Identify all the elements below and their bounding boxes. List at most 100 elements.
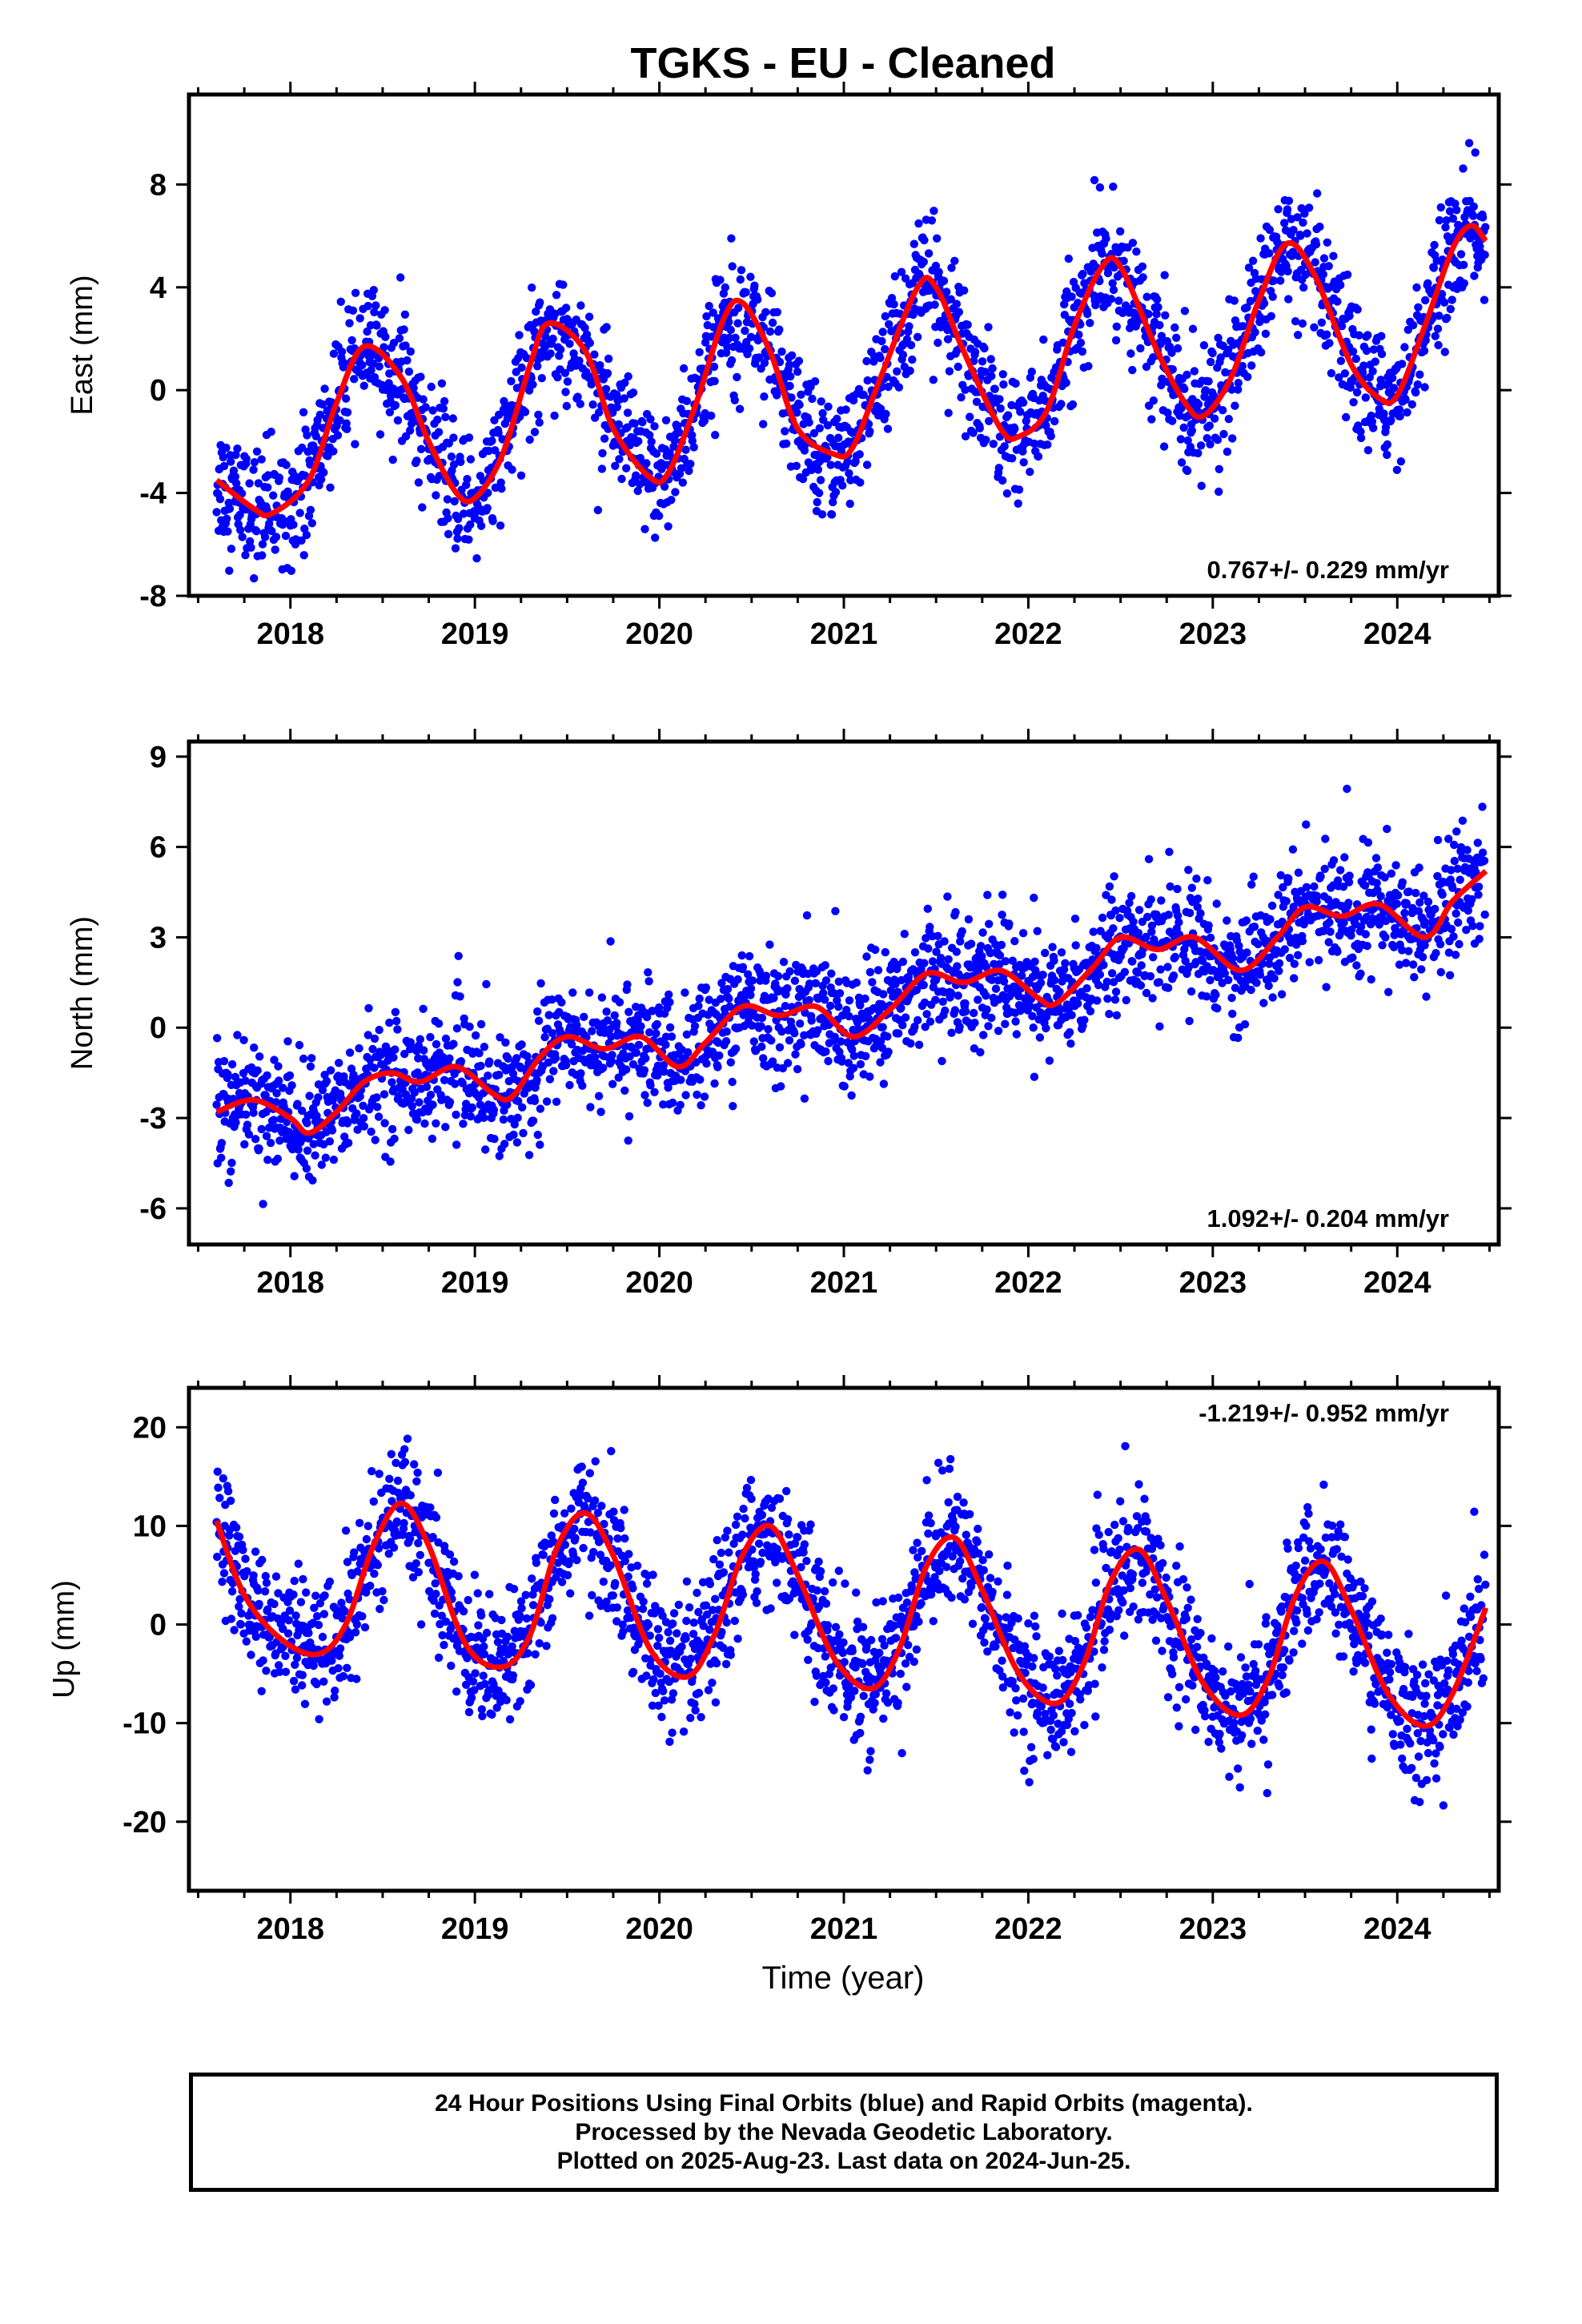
data-point bbox=[767, 288, 777, 298]
data-point bbox=[333, 431, 343, 440]
data-point bbox=[349, 1070, 358, 1080]
data-point bbox=[655, 512, 664, 521]
data-point bbox=[363, 1031, 372, 1039]
data-point bbox=[1180, 384, 1189, 393]
data-point bbox=[773, 971, 783, 981]
data-point bbox=[1242, 916, 1251, 925]
data-point bbox=[800, 1094, 809, 1104]
data-point bbox=[723, 984, 733, 994]
data-point bbox=[1277, 990, 1287, 999]
data-point bbox=[367, 1466, 376, 1476]
data-point bbox=[463, 475, 472, 484]
data-point bbox=[420, 1046, 428, 1055]
data-point bbox=[227, 1158, 236, 1168]
data-point bbox=[1367, 975, 1375, 984]
data-point bbox=[1199, 341, 1209, 350]
data-point bbox=[360, 1622, 370, 1632]
data-point bbox=[512, 1138, 522, 1147]
data-point bbox=[1298, 319, 1307, 328]
data-point bbox=[841, 405, 850, 414]
data-point bbox=[1187, 883, 1197, 892]
data-point bbox=[528, 1116, 538, 1125]
data-point bbox=[1154, 303, 1162, 312]
data-point bbox=[219, 1474, 227, 1483]
data-point bbox=[1212, 899, 1221, 908]
data-point bbox=[1035, 1033, 1045, 1042]
data-point bbox=[488, 436, 496, 445]
data-point bbox=[685, 466, 693, 476]
data-point bbox=[1122, 995, 1130, 1005]
data-point bbox=[614, 420, 623, 429]
data-point bbox=[1445, 971, 1455, 980]
data-point bbox=[652, 1029, 661, 1038]
data-point bbox=[213, 1034, 222, 1043]
data-point bbox=[334, 1664, 343, 1673]
data-point bbox=[757, 1022, 765, 1031]
data-point bbox=[404, 1125, 413, 1135]
data-point bbox=[944, 955, 953, 964]
data-point bbox=[456, 992, 464, 1001]
data-point bbox=[1369, 345, 1379, 354]
data-point bbox=[878, 1023, 887, 1031]
data-point bbox=[943, 892, 952, 901]
data-point bbox=[931, 261, 941, 271]
data-point bbox=[519, 1128, 528, 1138]
data-point bbox=[1041, 948, 1050, 958]
data-point bbox=[1419, 346, 1429, 356]
data-point bbox=[1146, 971, 1155, 981]
data-point bbox=[385, 1474, 394, 1483]
data-point bbox=[1383, 440, 1392, 449]
data-point bbox=[489, 1105, 499, 1115]
data-point bbox=[1275, 959, 1284, 968]
data-point bbox=[227, 1587, 237, 1596]
data-point bbox=[897, 1003, 905, 1012]
data-point bbox=[1362, 346, 1371, 356]
data-point bbox=[1476, 922, 1484, 931]
data-point bbox=[652, 449, 661, 458]
data-point bbox=[1142, 988, 1151, 998]
data-point bbox=[588, 400, 597, 409]
data-point bbox=[610, 1011, 619, 1020]
data-point bbox=[681, 1091, 690, 1100]
data-point bbox=[675, 428, 684, 437]
data-point bbox=[512, 1054, 521, 1063]
data-point bbox=[339, 358, 348, 368]
data-point bbox=[312, 1112, 321, 1120]
data-point bbox=[826, 460, 835, 469]
data-point bbox=[1116, 227, 1125, 236]
data-point bbox=[845, 468, 853, 478]
data-point bbox=[773, 391, 781, 400]
data-point bbox=[395, 334, 404, 343]
data-point bbox=[453, 514, 463, 524]
data-point bbox=[924, 249, 934, 258]
data-point bbox=[843, 457, 852, 467]
data-point bbox=[876, 1058, 885, 1067]
panel-north: 2018 2019 2020 2021 2022 2023 2024-6-30369Nort… bbox=[66, 729, 1512, 1300]
data-point bbox=[567, 1039, 576, 1049]
data-point bbox=[329, 349, 339, 358]
data-point bbox=[1234, 379, 1243, 388]
data-point bbox=[1115, 914, 1124, 923]
data-point bbox=[249, 1108, 258, 1117]
data-point bbox=[325, 1577, 335, 1586]
data-point bbox=[1128, 239, 1138, 247]
data-point bbox=[729, 1102, 737, 1111]
data-point bbox=[938, 997, 947, 1007]
data-point bbox=[426, 1032, 435, 1042]
data-point bbox=[273, 1154, 283, 1164]
data-point bbox=[906, 1039, 915, 1048]
data-point bbox=[496, 1033, 504, 1042]
data-point bbox=[944, 408, 953, 417]
data-point bbox=[1323, 330, 1331, 339]
data-point bbox=[330, 1693, 339, 1702]
data-point bbox=[1060, 300, 1069, 309]
data-point bbox=[746, 984, 756, 993]
data-point bbox=[934, 267, 943, 276]
data-point bbox=[1444, 834, 1453, 843]
data-point bbox=[215, 495, 225, 504]
data-point bbox=[821, 1047, 830, 1056]
data-point bbox=[1103, 268, 1113, 278]
data-point bbox=[1030, 957, 1039, 967]
data-point bbox=[1086, 319, 1094, 328]
data-point bbox=[1275, 967, 1283, 975]
